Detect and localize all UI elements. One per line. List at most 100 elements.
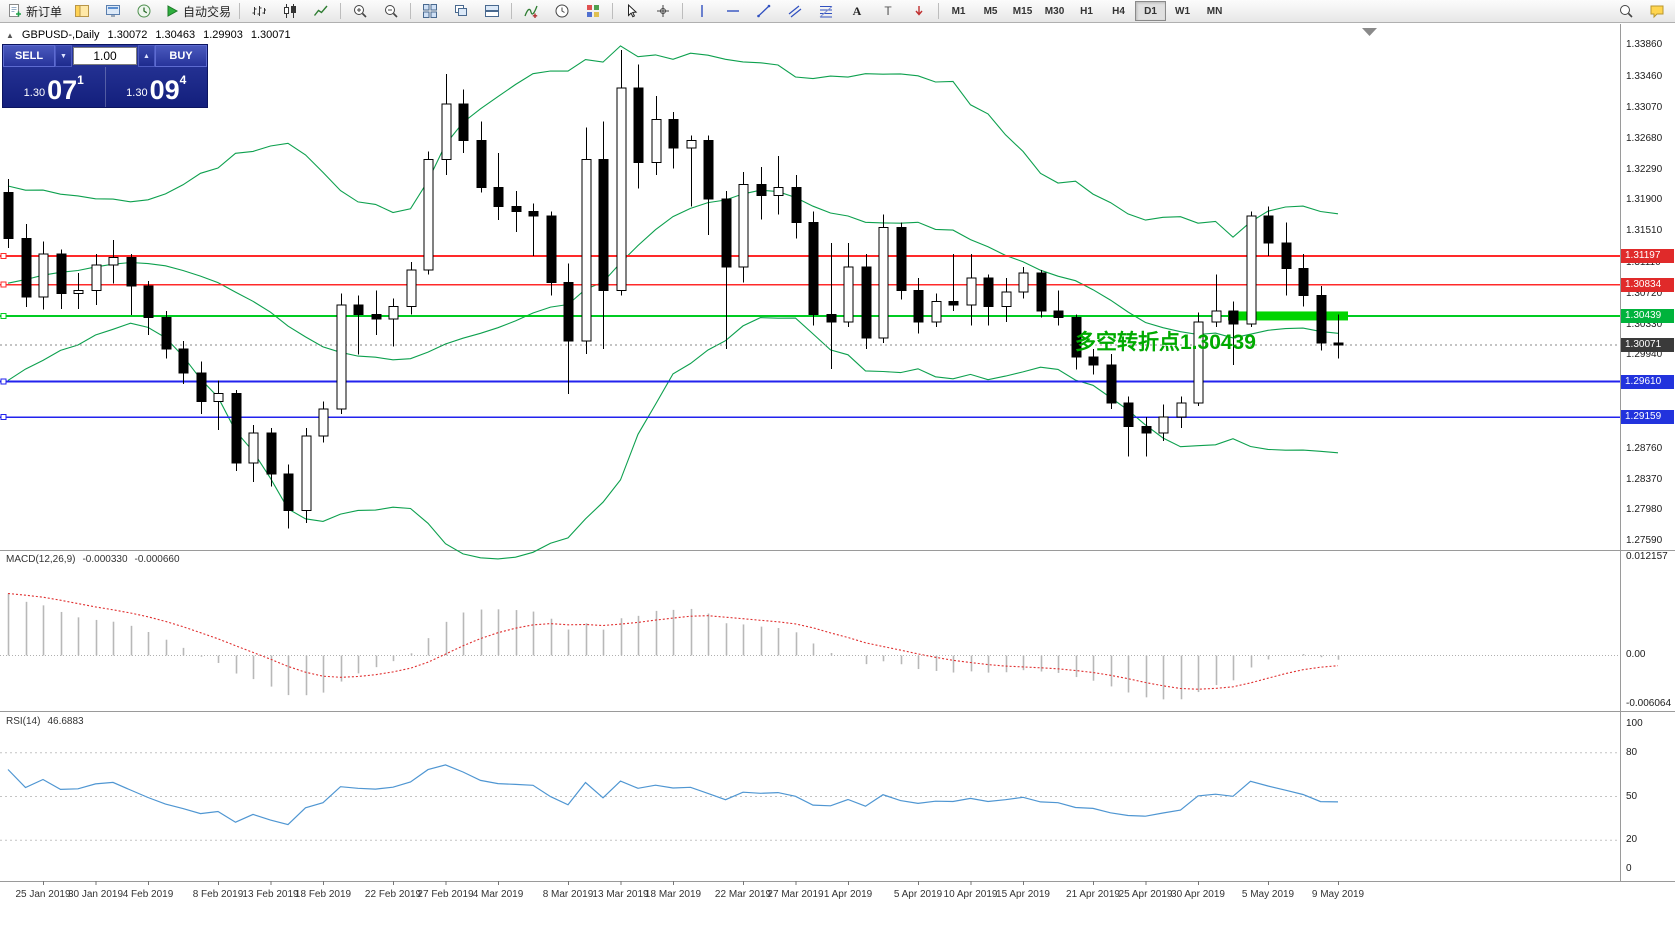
crosshair-icon <box>655 3 671 19</box>
price-badge: 1.30071 <box>1621 338 1674 353</box>
new-order-button[interactable]: 新订单 <box>3 0 66 22</box>
line-handle[interactable] <box>0 281 7 288</box>
candle <box>826 313 837 323</box>
sell-price-big: 07 <box>47 75 78 106</box>
terminal-icon[interactable] <box>98 0 128 22</box>
timeframe-m5-button[interactable]: M5 <box>983 5 998 17</box>
candle <box>1106 364 1117 404</box>
equidistant-channel-icon <box>787 3 803 19</box>
equidistant-channel-icon[interactable] <box>780 0 810 22</box>
line-handle[interactable] <box>0 312 7 319</box>
candle <box>56 253 67 295</box>
sell-button[interactable]: SELL <box>3 45 55 67</box>
line-handle[interactable] <box>0 378 7 385</box>
candle <box>91 264 102 292</box>
strategy-tester-icon[interactable] <box>129 0 159 22</box>
candle <box>1298 267 1309 296</box>
timeframe-m15-button[interactable]: M15 <box>1012 5 1033 17</box>
candle <box>441 103 452 160</box>
buy-price-small: 1.30 <box>126 87 148 99</box>
trendline-icon[interactable] <box>749 0 779 22</box>
community-icon[interactable] <box>1642 0 1672 22</box>
candle <box>423 158 434 271</box>
candle <box>301 435 312 511</box>
volume-decrease-button[interactable]: ▼ <box>55 45 72 67</box>
zoom-out-icon[interactable] <box>376 0 406 22</box>
volume-increase-button[interactable]: ▲ <box>138 45 155 67</box>
candle <box>528 210 539 217</box>
price-scale[interactable]: 1.33860 1.33460 1.33070 1.32680 1.32290 1.319… <box>1620 24 1675 947</box>
text-icon[interactable]: A <box>842 0 872 22</box>
arrows-icon[interactable] <box>904 0 934 22</box>
toolbar-separator <box>938 3 940 19</box>
line-handle[interactable] <box>0 252 7 259</box>
candle <box>476 139 487 189</box>
cascade-windows-icon[interactable] <box>446 0 476 22</box>
candle <box>738 184 749 268</box>
timeframe-m30-button[interactable]: M30 <box>1044 5 1065 17</box>
bar-chart-icon[interactable] <box>244 0 274 22</box>
candle <box>948 301 959 306</box>
macd-scale-label: 0.012157 <box>1626 551 1668 563</box>
timeframe-mn-button[interactable]: MN <box>1206 5 1223 17</box>
timeframe-m1-button[interactable]: M1 <box>951 5 966 17</box>
candle <box>1071 316 1082 358</box>
timeframe-h1-button[interactable]: H1 <box>1080 5 1093 17</box>
vertical-line-icon[interactable] <box>687 0 717 22</box>
candle <box>1281 242 1292 269</box>
line-chart-icon[interactable] <box>306 0 336 22</box>
timeframe-h4-button[interactable]: H4 <box>1112 5 1125 17</box>
timeframe-d1-button[interactable]: D1 <box>1135 1 1167 21</box>
fibonacci-icon[interactable] <box>811 0 841 22</box>
search-icon[interactable] <box>1611 0 1641 22</box>
chart-shift-marker-icon[interactable] <box>1362 28 1377 36</box>
date-axis-label: 4 Feb 2019 <box>122 889 174 900</box>
rsi-scale-label: 20 <box>1626 834 1638 846</box>
price-badge: 1.30439 <box>1621 308 1674 323</box>
price-badge: 1.30834 <box>1621 277 1674 292</box>
timeframe-w1-button[interactable]: W1 <box>1175 5 1191 17</box>
date-axis-label: 15 Apr 2019 <box>996 889 1050 900</box>
templates-icon[interactable] <box>578 0 608 22</box>
tile-windows-icon[interactable] <box>415 0 445 22</box>
text-icon: A <box>849 3 865 19</box>
candle <box>388 305 399 320</box>
rsi-scale-label: 100 <box>1626 717 1643 729</box>
macd-signal-value: -0.000660 <box>134 554 180 565</box>
buy-button[interactable]: BUY <box>155 45 207 67</box>
date-axis-label: 8 Feb 2019 <box>192 889 244 900</box>
volume-input[interactable]: 1.00 <box>73 47 137 65</box>
price-axis-label: 1.27590 <box>1626 535 1663 547</box>
autotrading-button-label: 自动交易 <box>183 4 232 19</box>
toolbar: 新订单 自动交易 A T M1 M5 M15 M30 H1 H4 D1 W1 MN <box>0 0 1675 23</box>
chart-canvas[interactable] <box>0 24 1675 947</box>
arrange-windows-icon[interactable] <box>477 0 507 22</box>
candle <box>161 316 172 350</box>
date-axis-label: 22 Feb 2019 <box>364 889 422 900</box>
price-axis-label: 1.31510 <box>1626 225 1663 237</box>
autotrading-button[interactable]: 自动交易 <box>160 0 235 22</box>
line-handle[interactable] <box>0 414 7 421</box>
buy-price-button[interactable]: 1.30 09 4 <box>104 67 208 107</box>
cursor-icon[interactable] <box>617 0 647 22</box>
price-axis-label: 1.33460 <box>1626 70 1663 82</box>
date-scale[interactable]: 25 Jan 2019 30 Jan 2019 4 Feb 2019 8 Feb 20… <box>0 881 1620 933</box>
navigator-icon[interactable] <box>67 0 97 22</box>
candle <box>598 158 609 292</box>
fibonacci-icon <box>818 3 834 19</box>
label-icon[interactable]: T <box>873 0 903 22</box>
candle <box>773 187 784 197</box>
date-axis-label: 22 Mar 2019 <box>714 889 772 900</box>
sell-price-button[interactable]: 1.30 07 1 <box>3 67 105 107</box>
candle <box>686 139 697 149</box>
indicators-icon[interactable] <box>516 0 546 22</box>
date-axis-label: 13 Mar 2019 <box>592 889 649 900</box>
sell-price-small: 1.30 <box>23 87 46 99</box>
candle <box>1001 291 1012 307</box>
candlestick-chart-icon[interactable] <box>275 0 305 22</box>
periods-icon[interactable] <box>547 0 577 22</box>
chart-area[interactable]: ▲ GBPUSD-,Daily 1.30072 1.30463 1.29903 … <box>0 24 1675 947</box>
horizontal-line-icon[interactable] <box>718 0 748 22</box>
crosshair-icon[interactable] <box>648 0 678 22</box>
zoom-in-icon[interactable] <box>345 0 375 22</box>
